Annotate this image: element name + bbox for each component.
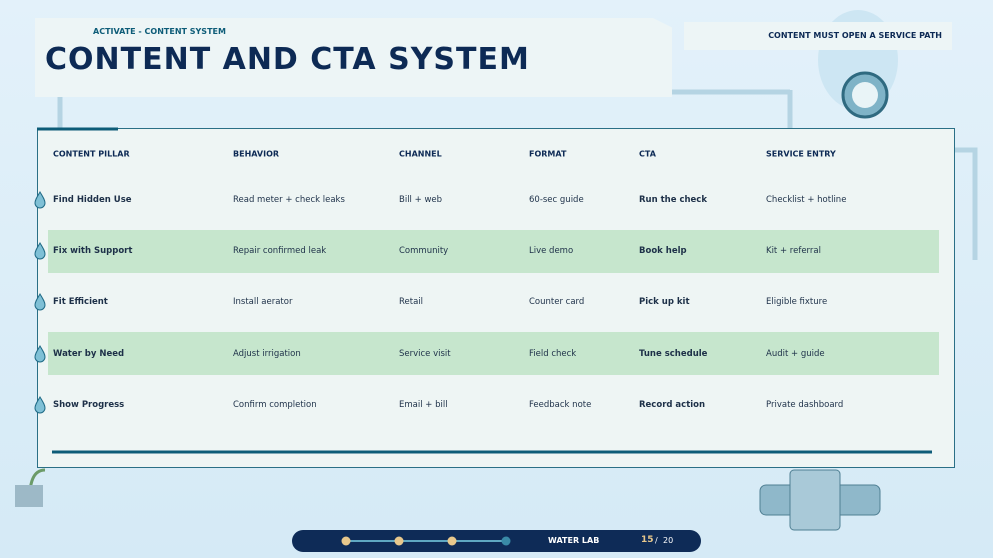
- cell: Repair confirmed leak: [233, 246, 327, 257]
- drop-icon: [34, 242, 46, 260]
- footer: WATER LAB 15 / 20: [292, 530, 701, 552]
- cell: Kit + referral: [766, 246, 821, 257]
- kicker: ACTIVATE - CONTENT SYSTEM: [93, 27, 226, 36]
- cell: Checklist + hotline: [766, 195, 847, 205]
- pillar: Water by Need: [53, 348, 125, 359]
- page-number: 15: [641, 535, 654, 545]
- footer-label: WATER LAB: [548, 536, 600, 545]
- page-total: 20: [663, 536, 674, 545]
- column-header: FORMAT: [529, 149, 567, 159]
- column-header: CHANNEL: [399, 149, 442, 159]
- cell: Email + bill: [399, 399, 448, 410]
- column-header: SERVICE ENTRY: [766, 149, 836, 159]
- column-header: CONTENT PILLAR: [53, 149, 130, 159]
- cell: Read meter + check leaks: [233, 195, 345, 205]
- drop-icon: [34, 293, 46, 311]
- cell: Field check: [529, 348, 577, 359]
- column-header: CTA: [639, 149, 656, 159]
- cell: Run the check: [639, 195, 707, 205]
- title: CONTENT AND CTA SYSTEM: [45, 42, 530, 77]
- row-band: [48, 229, 939, 273]
- progress: [341, 536, 511, 546]
- drop-icon: [34, 344, 46, 363]
- column-header: BEHAVIOR: [233, 149, 280, 159]
- table-panel: [37, 128, 955, 468]
- pillar: Find Hidden Use: [53, 195, 132, 205]
- cell: Counter card: [529, 297, 585, 308]
- pillar: Show Progress: [53, 399, 125, 410]
- cell: Private dashboard: [766, 399, 844, 410]
- cell: Install aerator: [233, 297, 293, 308]
- page-separator: /: [655, 536, 658, 545]
- drop-icon: [34, 191, 46, 209]
- badge: CONTENT MUST OPEN A SERVICE PATH: [684, 22, 952, 50]
- cell: Pick up kit: [639, 297, 690, 308]
- cell: Adjust irrigation: [233, 348, 301, 359]
- pillar: Fit Efficient: [53, 297, 108, 308]
- title-card: [35, 18, 672, 97]
- cell: Service visit: [399, 348, 451, 359]
- cell: Eligible fixture: [766, 297, 828, 308]
- drop-icon: [34, 395, 46, 414]
- cell: Retail: [399, 297, 424, 308]
- pillar: Fix with Support: [53, 246, 133, 257]
- cell: Record action: [639, 399, 706, 410]
- cell: Confirm completion: [233, 399, 317, 410]
- cell: 60-sec guide: [529, 195, 584, 205]
- cell: Tune schedule: [639, 348, 708, 359]
- cell: Community: [399, 246, 449, 257]
- cell: Live demo: [529, 246, 574, 257]
- row-band: [48, 332, 939, 376]
- cell: Bill + web: [399, 195, 443, 205]
- cell: Feedback note: [529, 399, 592, 410]
- cell: Audit + guide: [766, 348, 825, 359]
- cell: Book help: [639, 246, 687, 257]
